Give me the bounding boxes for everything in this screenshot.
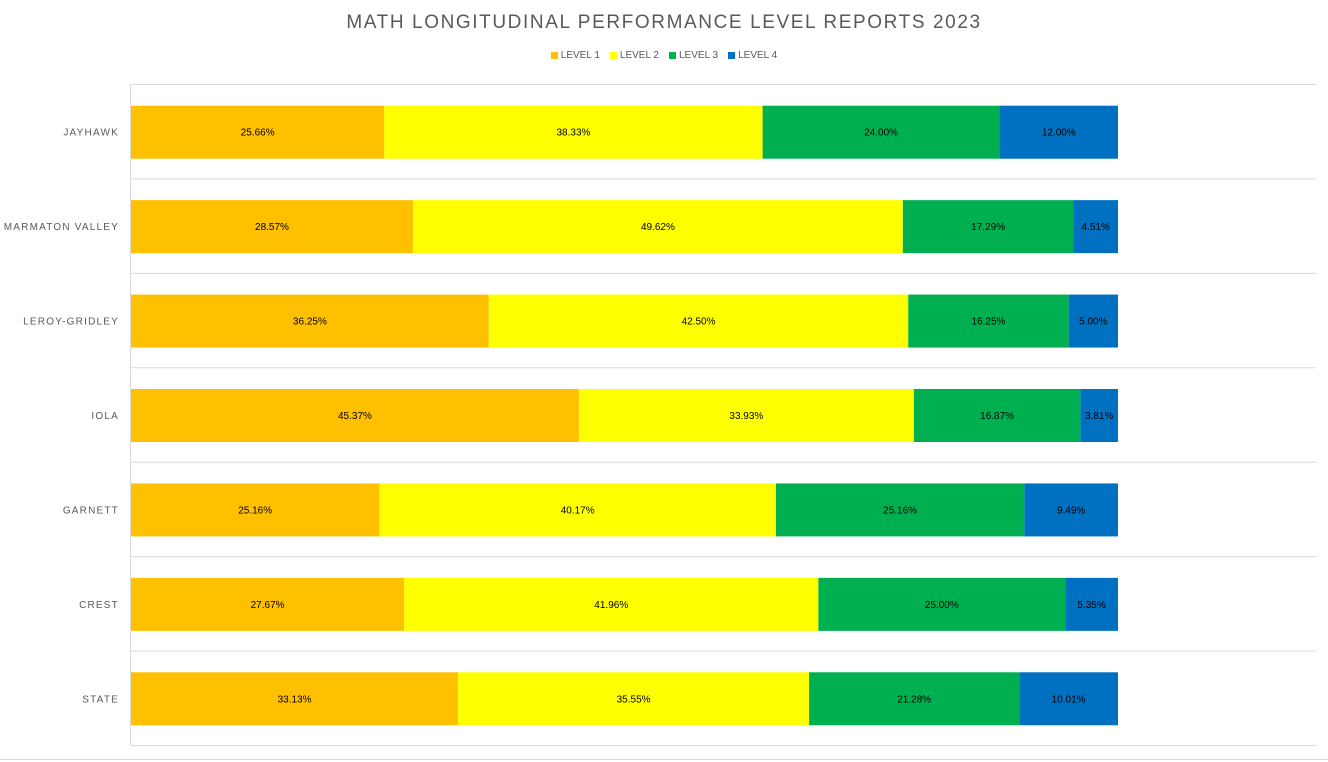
data-label: 9.49% bbox=[1057, 505, 1085, 516]
data-label: 4.51% bbox=[1082, 222, 1110, 233]
category-label: IOLA bbox=[91, 411, 119, 422]
bar-segment bbox=[131, 672, 459, 726]
data-label: 24.00% bbox=[864, 128, 898, 139]
data-label: 40.17% bbox=[561, 505, 595, 516]
bar-segment bbox=[1068, 294, 1118, 348]
bar-segment bbox=[762, 105, 1000, 159]
data-label: 25.66% bbox=[241, 128, 275, 139]
data-label: 28.57% bbox=[255, 222, 289, 233]
legend-label: LEVEL 3 bbox=[679, 50, 719, 61]
bar-segment bbox=[131, 294, 489, 348]
data-label: 45.37% bbox=[338, 411, 372, 422]
legend-swatch bbox=[728, 52, 736, 59]
data-label: 41.96% bbox=[594, 600, 628, 611]
data-label: 16.87% bbox=[980, 411, 1014, 422]
legend-label: LEVEL 2 bbox=[619, 50, 659, 61]
data-label: 27.67% bbox=[251, 600, 285, 611]
data-label: 25.16% bbox=[883, 505, 917, 516]
bar-segment bbox=[131, 483, 380, 537]
category-label: LEROY-GRIDLEY bbox=[23, 317, 119, 328]
legend-item: LEVEL 2 bbox=[609, 50, 659, 61]
chart-bottom-border bbox=[0, 759, 1328, 760]
legend-item: LEVEL 3 bbox=[669, 50, 718, 61]
bar-segment bbox=[775, 483, 1025, 537]
chart-title: MATH LONGITUDINAL PERFORMANCE LEVEL REPO… bbox=[346, 12, 982, 33]
bar-segment bbox=[488, 294, 909, 348]
bar-segment bbox=[131, 577, 405, 631]
data-label: 3.81% bbox=[1085, 411, 1113, 422]
bar-segment bbox=[578, 389, 914, 442]
category-label: GARNETT bbox=[63, 505, 119, 516]
data-label: 17.29% bbox=[971, 222, 1005, 233]
bar-segment bbox=[404, 577, 819, 631]
legend-swatch bbox=[669, 52, 676, 59]
legend-swatch bbox=[609, 52, 617, 59]
bar-segment bbox=[1073, 200, 1118, 254]
data-label: 12.00% bbox=[1042, 128, 1076, 139]
bar-segment bbox=[902, 200, 1074, 254]
bar-segment bbox=[818, 577, 1066, 631]
bar-segment bbox=[131, 200, 414, 254]
data-label: 5.35% bbox=[1077, 600, 1105, 611]
bar-segment bbox=[1065, 577, 1118, 631]
legend-label: LEVEL 1 bbox=[560, 50, 600, 61]
bar-segment bbox=[1024, 483, 1118, 537]
data-label: 21.28% bbox=[897, 694, 931, 705]
data-label: 5.00% bbox=[1079, 317, 1107, 328]
legend-item: LEVEL 1 bbox=[550, 50, 600, 61]
bar-segment bbox=[413, 200, 903, 254]
legend-swatch bbox=[550, 52, 558, 59]
data-label: 35.55% bbox=[617, 694, 651, 705]
bar-segment bbox=[999, 105, 1118, 159]
data-label: 25.00% bbox=[925, 600, 959, 611]
bar-segment bbox=[131, 105, 385, 159]
data-label: 36.25% bbox=[293, 317, 327, 328]
legend-label: LEVEL 4 bbox=[738, 50, 778, 61]
bar-segment bbox=[809, 672, 1020, 726]
data-label: 49.62% bbox=[641, 222, 675, 233]
bar-segment bbox=[913, 389, 1081, 442]
bar-segment bbox=[1080, 389, 1118, 442]
category-label: CREST bbox=[79, 600, 119, 611]
bar-segment bbox=[1019, 672, 1118, 726]
bar-segment bbox=[458, 672, 810, 726]
data-label: 25.16% bbox=[238, 505, 272, 516]
data-label: 10.01% bbox=[1052, 694, 1086, 705]
legend-item: LEVEL 4 bbox=[728, 50, 777, 61]
data-label: 42.50% bbox=[682, 317, 716, 328]
bar-segment bbox=[379, 483, 776, 537]
legend: LEVEL 1 LEVEL 2 LEVEL 3 LEVEL 4 bbox=[0, 50, 1328, 61]
data-label: 33.93% bbox=[729, 411, 763, 422]
bar-segment bbox=[131, 389, 579, 442]
category-label: JAYHAWK bbox=[63, 128, 119, 139]
bar-segment bbox=[384, 105, 763, 159]
data-label: 38.33% bbox=[557, 128, 591, 139]
category-label: MARMATON VALLEY bbox=[4, 222, 119, 233]
bar-segment bbox=[908, 294, 1069, 348]
data-label: 33.13% bbox=[278, 694, 312, 705]
data-label: 16.25% bbox=[971, 317, 1005, 328]
category-label: STATE bbox=[82, 694, 119, 705]
